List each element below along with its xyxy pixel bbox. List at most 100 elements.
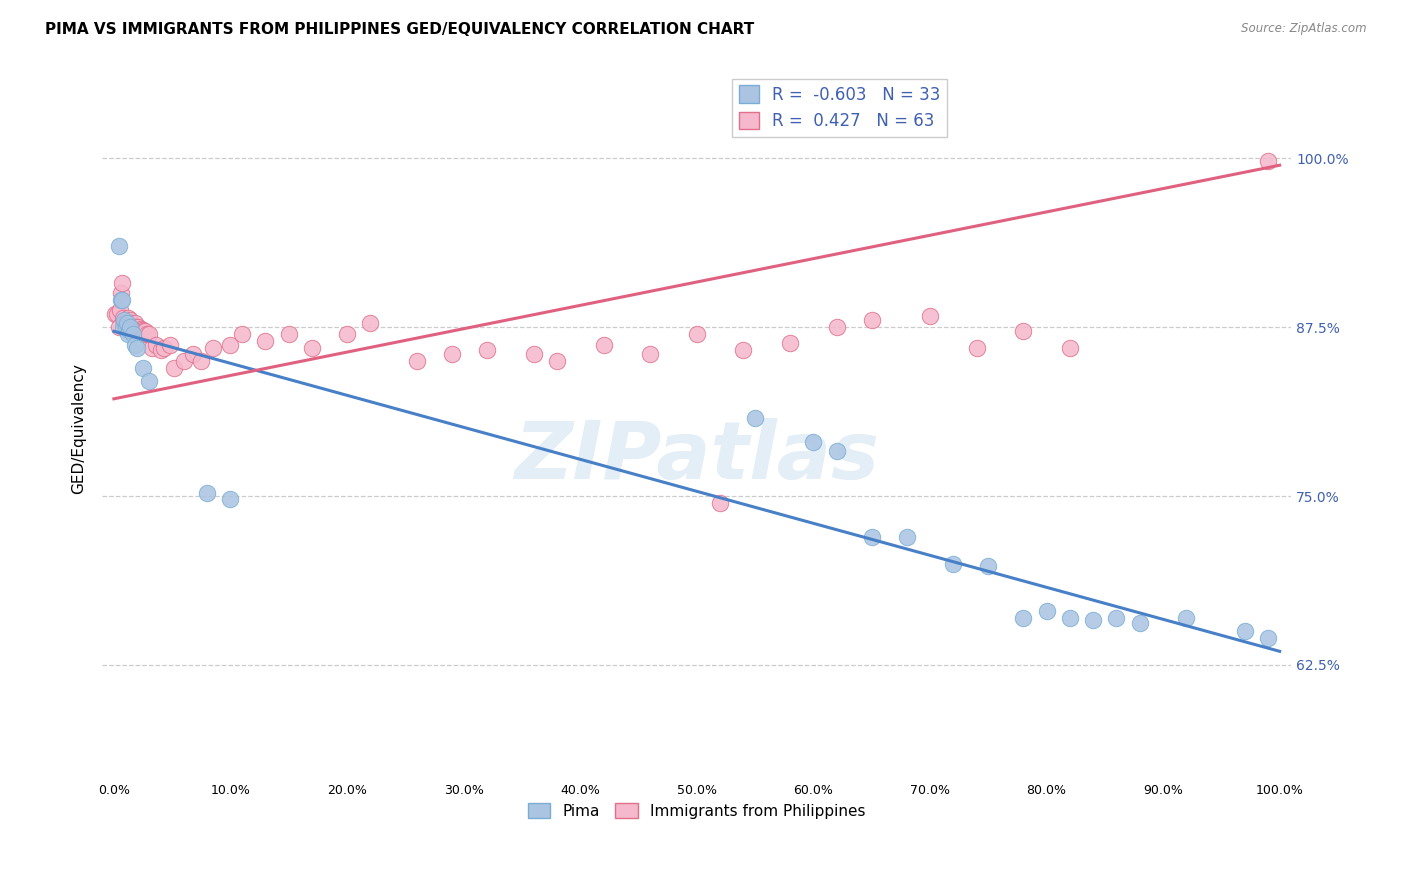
Point — [1129, 615, 1152, 630]
Point — [966, 341, 988, 355]
Point — [1233, 624, 1256, 638]
Point — [115, 316, 138, 330]
Point — [112, 313, 135, 327]
Point — [522, 347, 544, 361]
Point — [1257, 631, 1279, 645]
Point — [118, 323, 141, 337]
Point — [108, 302, 131, 317]
Point — [254, 334, 277, 348]
Point — [118, 321, 141, 335]
Point — [277, 326, 299, 341]
Point — [125, 320, 148, 334]
Point — [120, 316, 142, 330]
Point — [121, 320, 143, 334]
Point — [120, 320, 142, 334]
Point — [131, 323, 153, 337]
Point — [135, 326, 157, 341]
Point — [163, 360, 186, 375]
Legend: Pima, Immigrants from Philippines: Pima, Immigrants from Philippines — [522, 797, 872, 824]
Point — [115, 318, 138, 333]
Text: ZIPatlas: ZIPatlas — [515, 417, 879, 496]
Point — [134, 326, 156, 341]
Point — [977, 559, 1000, 574]
Point — [111, 293, 134, 308]
Point — [201, 341, 224, 355]
Point — [127, 320, 149, 334]
Point — [638, 347, 661, 361]
Point — [860, 313, 883, 327]
Point — [1175, 610, 1198, 624]
Point — [141, 341, 163, 355]
Point — [779, 336, 801, 351]
Point — [440, 347, 463, 361]
Point — [1105, 610, 1128, 624]
Point — [942, 557, 965, 571]
Point — [825, 444, 848, 458]
Point — [733, 343, 755, 358]
Point — [124, 316, 146, 330]
Point — [406, 354, 429, 368]
Point — [124, 338, 146, 352]
Point — [127, 323, 149, 337]
Point — [138, 374, 160, 388]
Point — [825, 320, 848, 334]
Point — [121, 326, 143, 341]
Point — [301, 341, 323, 355]
Point — [1012, 610, 1035, 624]
Point — [114, 320, 136, 334]
Point — [159, 338, 181, 352]
Point — [129, 321, 152, 335]
Point — [744, 410, 766, 425]
Text: PIMA VS IMMIGRANTS FROM PHILIPPINES GED/EQUIVALENCY CORRELATION CHART: PIMA VS IMMIGRANTS FROM PHILIPPINES GED/… — [45, 22, 754, 37]
Point — [153, 341, 176, 355]
Point — [145, 338, 167, 352]
Point — [112, 320, 135, 334]
Point — [105, 307, 128, 321]
Point — [219, 338, 242, 352]
Point — [592, 338, 614, 352]
Point — [127, 341, 149, 355]
Point — [117, 326, 139, 341]
Point — [1257, 154, 1279, 169]
Point — [112, 310, 135, 325]
Point — [195, 486, 218, 500]
Point — [475, 343, 498, 358]
Point — [359, 316, 381, 330]
Point — [120, 313, 142, 327]
Point — [117, 310, 139, 325]
Point — [122, 318, 145, 333]
Point — [110, 293, 132, 308]
Point — [190, 354, 212, 368]
Point — [107, 239, 129, 253]
Point — [231, 326, 253, 341]
Y-axis label: GED/Equivalency: GED/Equivalency — [72, 363, 86, 494]
Point — [801, 435, 824, 450]
Point — [1081, 613, 1104, 627]
Text: Source: ZipAtlas.com: Source: ZipAtlas.com — [1241, 22, 1367, 36]
Point — [918, 310, 941, 324]
Point — [1059, 610, 1081, 624]
Point — [336, 326, 359, 341]
Point — [219, 491, 242, 506]
Point — [111, 276, 134, 290]
Point — [686, 326, 709, 341]
Point — [110, 286, 132, 301]
Point — [181, 347, 204, 361]
Point — [132, 360, 155, 375]
Point — [149, 343, 172, 358]
Point — [104, 307, 127, 321]
Point — [1035, 604, 1057, 618]
Point — [709, 496, 731, 510]
Point — [546, 354, 568, 368]
Point — [1012, 324, 1035, 338]
Point — [173, 354, 195, 368]
Point — [1059, 341, 1081, 355]
Point — [107, 320, 129, 334]
Point — [112, 316, 135, 330]
Point — [114, 316, 136, 330]
Point — [128, 324, 150, 338]
Point — [896, 530, 918, 544]
Point — [132, 324, 155, 338]
Point — [138, 326, 160, 341]
Point — [860, 530, 883, 544]
